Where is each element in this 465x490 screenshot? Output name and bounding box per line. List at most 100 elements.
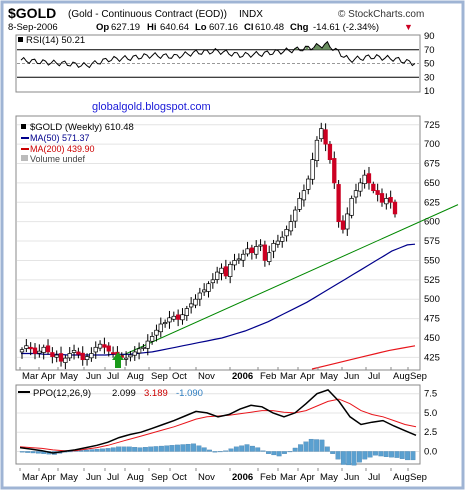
ppo-hist-bar bbox=[271, 451, 277, 456]
ppo-hist-bar bbox=[126, 446, 132, 452]
ppo-hist-bar bbox=[169, 445, 175, 452]
candle-body bbox=[89, 353, 94, 359]
ppo-hist-bar bbox=[287, 451, 293, 453]
candle-body bbox=[132, 351, 137, 356]
symbol-name: (Gold - Continuous Contract (EOD)) bbox=[68, 9, 227, 20]
ppo-hist-bar bbox=[164, 445, 170, 452]
ppo-hist-bar bbox=[233, 446, 239, 452]
x-tick-label: Oct bbox=[172, 472, 187, 483]
x-tick-label: Jun bbox=[344, 371, 359, 382]
x-tick-label: Apr bbox=[41, 472, 56, 483]
x-tick-label: Mar bbox=[22, 472, 38, 483]
candle-body bbox=[24, 345, 29, 349]
x-tick-label: Sep bbox=[410, 472, 427, 483]
rsi-marker-icon bbox=[18, 37, 23, 42]
x-tick-label: Apr bbox=[300, 472, 315, 483]
candle-body bbox=[258, 244, 263, 247]
candle-body bbox=[232, 260, 237, 266]
change-down-icon: ▼ bbox=[404, 22, 413, 32]
x-tick-label: Jul bbox=[107, 371, 119, 382]
candle-body bbox=[84, 356, 90, 360]
ppo-hist-bar bbox=[84, 449, 89, 452]
candle-body bbox=[93, 346, 98, 353]
ppo-line bbox=[19, 389, 417, 454]
ppo-hist-bar bbox=[314, 439, 320, 452]
ppo-signal-line bbox=[19, 398, 417, 452]
ppo-hist-bar bbox=[180, 444, 186, 452]
ppo-hist-bar bbox=[142, 447, 148, 452]
candle-body bbox=[284, 229, 289, 237]
candle-body bbox=[223, 266, 228, 277]
price-tick-label: 625 bbox=[424, 197, 440, 208]
ppo-hist-bar bbox=[378, 451, 384, 457]
candle-body bbox=[371, 183, 376, 192]
x-tick-label: Jun bbox=[344, 472, 359, 483]
ppo-tick-label: 5.0 bbox=[424, 408, 437, 419]
x-tick-label: Jul bbox=[107, 472, 119, 483]
candle-body bbox=[149, 336, 155, 342]
ppo-hist-bar bbox=[330, 451, 336, 454]
ppo-hist-bar bbox=[335, 451, 341, 460]
candle-body bbox=[323, 129, 328, 145]
ppo-hist-bar bbox=[356, 451, 362, 463]
candle-body bbox=[158, 323, 163, 333]
rsi-overbought-fill bbox=[313, 41, 331, 50]
legend-marker-icon bbox=[21, 124, 26, 129]
candle-body bbox=[366, 173, 372, 184]
ppo-hist-bar bbox=[298, 444, 303, 452]
x-tick-label: Aug bbox=[127, 472, 144, 483]
candle-body bbox=[301, 190, 307, 201]
rsi-line bbox=[20, 40, 416, 69]
price-legend: $GOLD (Weekly) 610.48 MA(50) 571.37 MA(2… bbox=[21, 122, 134, 164]
ppo-hist-bar bbox=[303, 441, 309, 452]
ppo-hist-bar bbox=[94, 448, 100, 452]
ppo-hist-bar bbox=[158, 445, 164, 452]
ppo-hist-bar bbox=[110, 447, 116, 452]
open-value: 627.19 bbox=[111, 22, 140, 33]
candle-body bbox=[58, 353, 64, 362]
candle-body bbox=[202, 289, 207, 293]
candle-body bbox=[197, 292, 202, 300]
candle-body bbox=[249, 247, 255, 254]
candle-body bbox=[145, 340, 150, 349]
rsi-panel: RSI(14) 50.21 90 70 50 30 10 bbox=[15, 31, 435, 97]
price-tick-label: 675 bbox=[424, 159, 440, 170]
ppo-hist-bar bbox=[148, 446, 154, 452]
price-panel: 425450475500525550575600625650675700725 … bbox=[15, 101, 459, 371]
candle-body bbox=[206, 283, 211, 292]
candle-body bbox=[375, 190, 380, 195]
ppo-hist-bar bbox=[319, 439, 325, 452]
ppo-hist-bar bbox=[282, 451, 287, 454]
candle-body bbox=[136, 348, 142, 354]
candle-body bbox=[306, 178, 311, 190]
candle-body bbox=[37, 350, 42, 354]
ppo-hist-bar bbox=[373, 451, 378, 456]
candle-body bbox=[353, 190, 359, 198]
candle-body bbox=[193, 298, 198, 306]
price-tick-label: 475 bbox=[424, 314, 440, 325]
candle-body bbox=[267, 252, 272, 262]
candle-body bbox=[236, 258, 242, 261]
buy-arrow-icon bbox=[112, 352, 124, 368]
trendline bbox=[117, 204, 459, 358]
x-tick-label: Mar bbox=[22, 371, 38, 382]
x-tick-label: May bbox=[60, 371, 78, 382]
close-value: 610.48 bbox=[255, 22, 284, 33]
x-axis-price: Mar Apr May Jun Jul Aug Sep Oct Nov 2006 Feb Mar Apr… bbox=[19, 367, 427, 382]
candle-body bbox=[67, 353, 72, 359]
candle-body bbox=[106, 345, 111, 352]
candle-body bbox=[228, 263, 233, 277]
ppo-hist-bar bbox=[196, 445, 202, 452]
candle-body bbox=[28, 346, 33, 350]
brand-label[interactable]: © StockCharts.com bbox=[338, 9, 424, 20]
candle-body bbox=[50, 352, 55, 357]
ppo-hist-bar bbox=[105, 448, 111, 452]
legend-volume-swatch bbox=[21, 155, 28, 161]
candle-body bbox=[128, 354, 133, 358]
x-tick-label: Sep bbox=[151, 472, 168, 483]
change-value: -14.61 (-2.34%) bbox=[313, 22, 379, 33]
ppo-value-1: 2.099 bbox=[112, 388, 136, 399]
ppo-hist-bar bbox=[132, 447, 138, 452]
ppo-hist-bar bbox=[249, 445, 255, 452]
